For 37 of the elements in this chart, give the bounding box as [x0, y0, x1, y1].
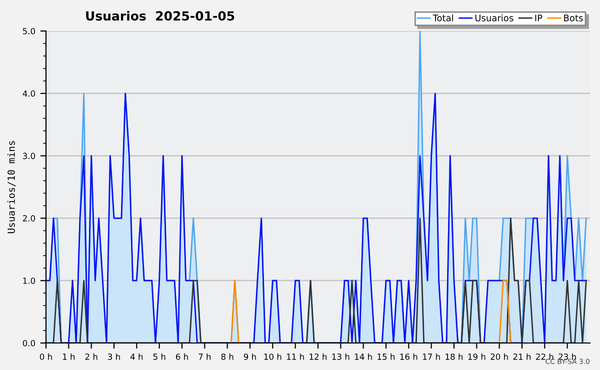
- x-tick-label: 2 h: [85, 353, 98, 360]
- x-tick-label: 8 h: [221, 353, 234, 360]
- x-tick-label: 13 h: [332, 353, 350, 360]
- x-tick-label: 11 h: [286, 353, 304, 360]
- x-tick-label: 18 h: [446, 353, 463, 360]
- y-tick-label: 2.0: [22, 215, 36, 222]
- x-tick-label: 14 h: [354, 353, 372, 360]
- x-tick-label: 5 h: [153, 353, 166, 360]
- x-tick-label: 22 h: [536, 353, 554, 360]
- legend-label: Usuarios: [475, 14, 514, 22]
- chart-title: Usuarios 2025-01-05: [86, 10, 234, 21]
- x-tick-label: 1 h: [62, 353, 75, 360]
- y-tick-label: 3.0: [22, 152, 36, 160]
- x-tick-label: 21 h: [513, 353, 531, 360]
- x-tick-label: 12 h: [310, 353, 327, 360]
- x-tick-label: 3 h: [108, 353, 120, 360]
- x-tick-label: 19 h: [468, 353, 486, 360]
- x-tick-label: 10 h: [264, 353, 282, 360]
- y-axis-title: Usuarios/10 mins: [7, 141, 16, 234]
- legend-label: Bots: [564, 14, 583, 22]
- x-tick-label: 9 h: [244, 353, 256, 360]
- x-tick-label: 6 h: [176, 353, 188, 360]
- line-series: [46, 92, 587, 343]
- legend-label: IP: [535, 14, 542, 22]
- x-tick-label: 23 h: [558, 353, 576, 360]
- y-tick-label: 0.0: [22, 340, 36, 346]
- x-tick-label: 7 h: [198, 353, 211, 360]
- x-tick-label: 0 h: [40, 353, 52, 360]
- y-tick-label: 1.0: [23, 278, 36, 284]
- y-tick-label: 5.0: [22, 28, 36, 34]
- x-tick-label: 16 h: [400, 353, 418, 360]
- x-tick-label: 17 h: [422, 353, 440, 360]
- x-tick-label: 15 h: [378, 353, 395, 360]
- legend-label: Total: [432, 14, 454, 22]
- x-tick-label: 4 h: [130, 353, 143, 360]
- x-tick-label: 20 h: [490, 353, 508, 360]
- y-tick-label: 4.0: [22, 90, 36, 97]
